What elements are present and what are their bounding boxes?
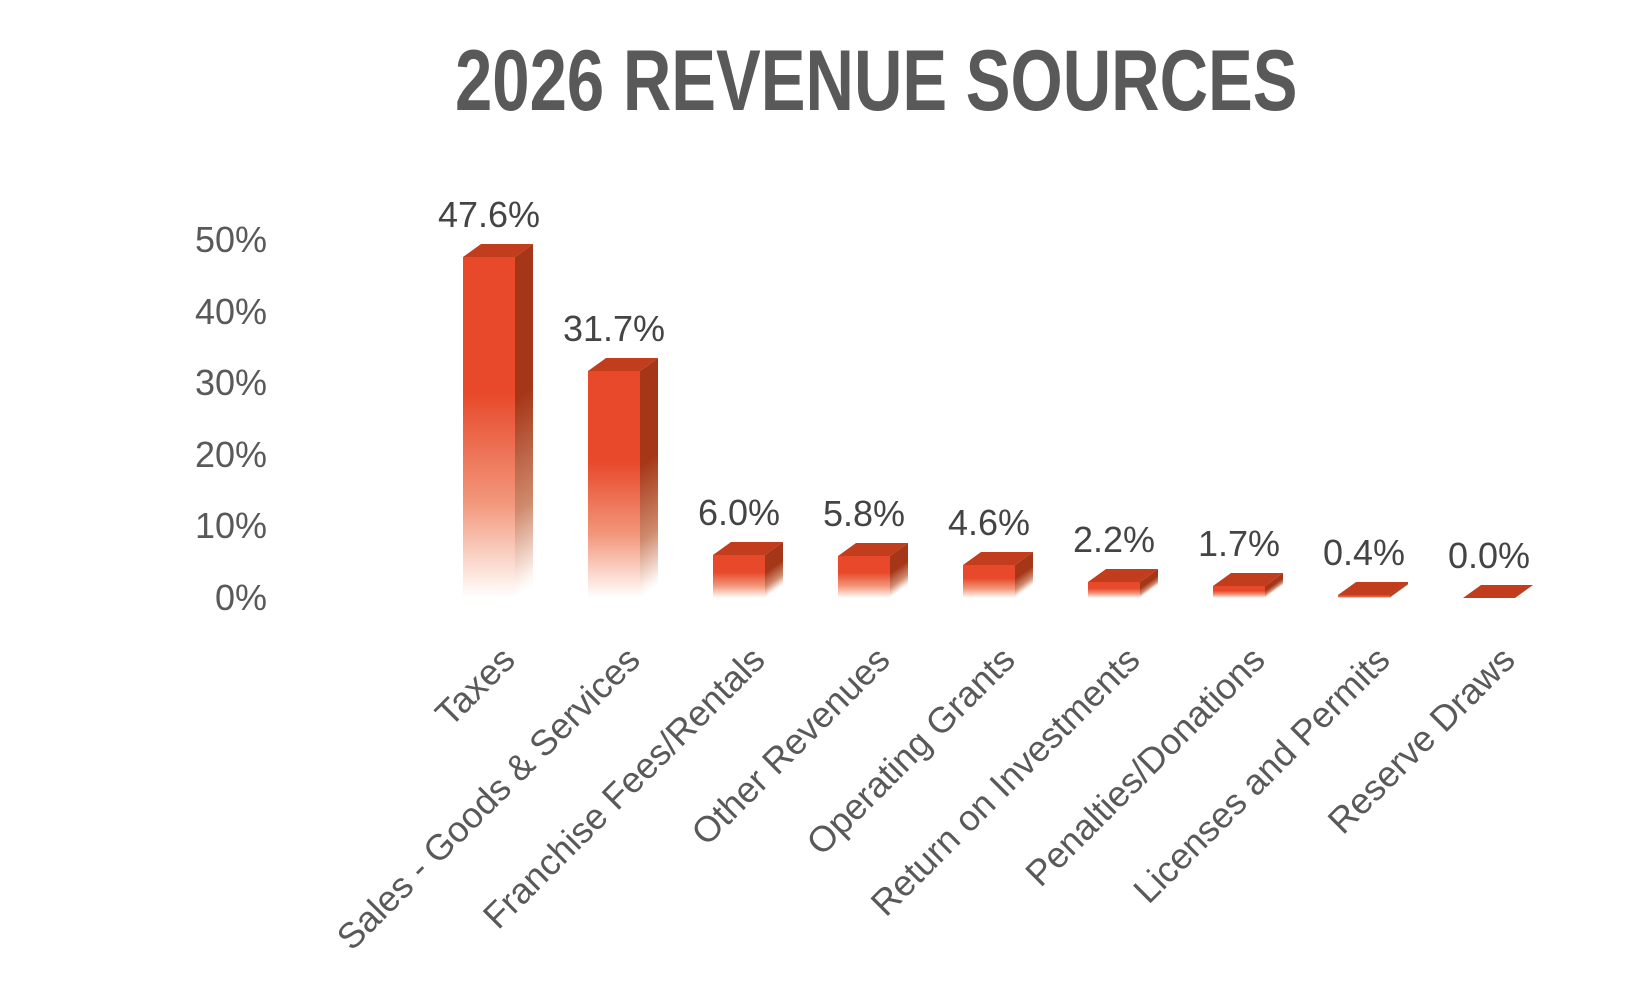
bar-operating-grants — [963, 552, 1034, 598]
bar-side-face — [640, 358, 658, 598]
bar-top-face — [1463, 585, 1534, 598]
bar-front-face — [1213, 586, 1265, 598]
value-label-sales-goods-services: 31.7% — [562, 308, 666, 349]
bar-licenses-and-permits — [1338, 582, 1409, 598]
y-tick-label-0: 0% — [214, 577, 267, 618]
bar-front-face — [463, 257, 515, 598]
bar-front-face — [1338, 595, 1390, 598]
bar-taxes — [463, 244, 534, 598]
bar-front-face — [838, 556, 890, 598]
bar-front-face — [1088, 582, 1140, 598]
bar-front-face — [588, 371, 640, 598]
value-label-franchise-fees-rentals: 6.0% — [697, 492, 781, 533]
bar-side-face — [515, 244, 533, 598]
bar-return-on-investments — [1088, 569, 1159, 598]
bar-front-face — [963, 565, 1015, 598]
bar-penalties-donations — [1213, 573, 1284, 598]
value-label-reserve-draws: 0.0% — [1447, 535, 1531, 576]
chart-title: 2026 REVENUE SOURCES — [455, 33, 1298, 129]
value-label-return-on-investments: 2.2% — [1072, 519, 1156, 560]
bar-sales-goods-services — [588, 358, 659, 598]
value-label-operating-grants: 4.6% — [947, 502, 1031, 543]
value-label-taxes: 47.6% — [437, 194, 541, 235]
bar-franchise-fees-rentals — [713, 542, 784, 598]
value-label-penalties-donations: 1.7% — [1197, 523, 1281, 564]
y-tick-label-50: 50% — [194, 219, 267, 260]
bar-front-face — [713, 555, 765, 598]
value-label-licenses-and-permits: 0.4% — [1322, 532, 1406, 573]
y-tick-label-30: 30% — [194, 362, 267, 404]
bar-other-revenues — [838, 543, 909, 598]
y-tick-label-10: 10% — [194, 505, 267, 547]
y-tick-label-40: 40% — [194, 290, 267, 332]
value-label-other-revenues: 5.8% — [822, 493, 906, 534]
y-tick-label-20: 20% — [194, 433, 267, 475]
